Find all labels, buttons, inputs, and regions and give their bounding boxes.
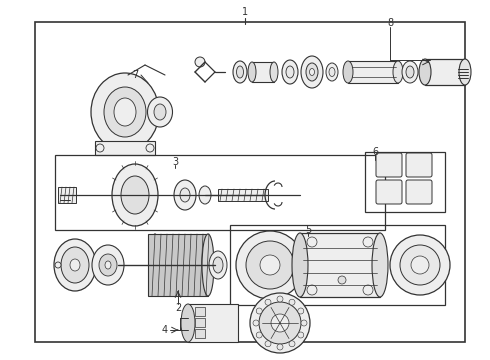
Circle shape (253, 320, 259, 326)
Text: 8: 8 (387, 18, 393, 28)
Text: 6: 6 (372, 147, 378, 157)
Ellipse shape (61, 247, 89, 283)
Bar (348, 61, 398, 83)
Ellipse shape (213, 257, 223, 273)
Ellipse shape (402, 61, 418, 83)
Ellipse shape (390, 235, 450, 295)
FancyBboxPatch shape (376, 180, 402, 204)
Ellipse shape (393, 61, 403, 83)
Ellipse shape (459, 59, 471, 85)
Text: 3: 3 (172, 157, 178, 167)
Ellipse shape (174, 180, 196, 210)
Ellipse shape (259, 302, 301, 344)
Circle shape (298, 332, 304, 338)
Ellipse shape (301, 56, 323, 88)
Ellipse shape (310, 68, 315, 76)
Ellipse shape (202, 234, 214, 296)
Ellipse shape (149, 234, 161, 296)
Ellipse shape (406, 66, 414, 78)
Circle shape (265, 299, 271, 305)
Ellipse shape (99, 254, 117, 276)
Bar (195, 307, 205, 316)
Ellipse shape (260, 255, 280, 275)
Ellipse shape (329, 68, 335, 77)
Circle shape (146, 144, 154, 152)
Ellipse shape (180, 188, 190, 202)
Ellipse shape (400, 245, 440, 285)
Circle shape (96, 144, 104, 152)
Circle shape (363, 285, 373, 295)
Text: 1: 1 (242, 7, 248, 17)
Ellipse shape (199, 186, 211, 204)
FancyBboxPatch shape (406, 180, 432, 204)
Circle shape (195, 57, 205, 67)
Bar (195, 329, 205, 338)
Ellipse shape (419, 59, 431, 85)
Ellipse shape (250, 293, 310, 353)
Ellipse shape (270, 62, 278, 82)
Bar (218, 189, 268, 201)
Bar (195, 318, 205, 327)
Circle shape (301, 320, 307, 326)
Ellipse shape (114, 98, 136, 126)
Ellipse shape (91, 73, 159, 151)
Circle shape (338, 276, 346, 284)
Text: 7: 7 (132, 70, 138, 80)
Circle shape (363, 237, 373, 247)
Ellipse shape (411, 256, 429, 274)
Bar (365, 152, 445, 212)
Circle shape (55, 262, 61, 268)
Ellipse shape (246, 241, 294, 289)
Bar (252, 62, 274, 82)
Ellipse shape (147, 97, 172, 127)
Bar (188, 304, 238, 342)
Bar (300, 233, 380, 297)
Ellipse shape (237, 66, 244, 78)
Ellipse shape (306, 63, 318, 81)
Ellipse shape (326, 63, 338, 81)
Ellipse shape (154, 104, 166, 120)
Ellipse shape (372, 233, 388, 297)
Ellipse shape (70, 259, 80, 271)
Ellipse shape (121, 176, 149, 214)
Circle shape (256, 308, 262, 314)
Bar (58, 187, 76, 203)
Bar (230, 225, 445, 305)
Circle shape (256, 332, 262, 338)
Text: 4: 4 (162, 325, 168, 335)
Ellipse shape (104, 87, 146, 137)
Circle shape (265, 341, 271, 347)
Ellipse shape (343, 61, 353, 83)
Ellipse shape (92, 245, 124, 285)
Bar (55, 155, 385, 230)
Ellipse shape (282, 60, 298, 84)
Circle shape (298, 308, 304, 314)
Bar (95, 141, 155, 155)
Ellipse shape (233, 61, 247, 83)
Circle shape (307, 237, 317, 247)
FancyBboxPatch shape (376, 153, 402, 177)
Ellipse shape (105, 261, 111, 269)
Circle shape (277, 296, 283, 302)
Bar (148, 234, 208, 296)
Ellipse shape (112, 164, 158, 226)
Ellipse shape (271, 314, 289, 332)
Circle shape (307, 285, 317, 295)
Text: 2: 2 (175, 303, 181, 313)
Ellipse shape (209, 251, 227, 279)
Ellipse shape (248, 62, 256, 82)
Bar (425, 59, 465, 85)
Bar (35, 22, 465, 342)
Ellipse shape (236, 231, 304, 299)
FancyBboxPatch shape (406, 153, 432, 177)
Ellipse shape (286, 66, 294, 78)
Circle shape (277, 344, 283, 350)
Ellipse shape (54, 239, 96, 291)
Circle shape (289, 341, 295, 347)
Ellipse shape (292, 233, 308, 297)
Ellipse shape (181, 304, 195, 342)
Text: 5: 5 (305, 225, 311, 235)
Circle shape (289, 299, 295, 305)
